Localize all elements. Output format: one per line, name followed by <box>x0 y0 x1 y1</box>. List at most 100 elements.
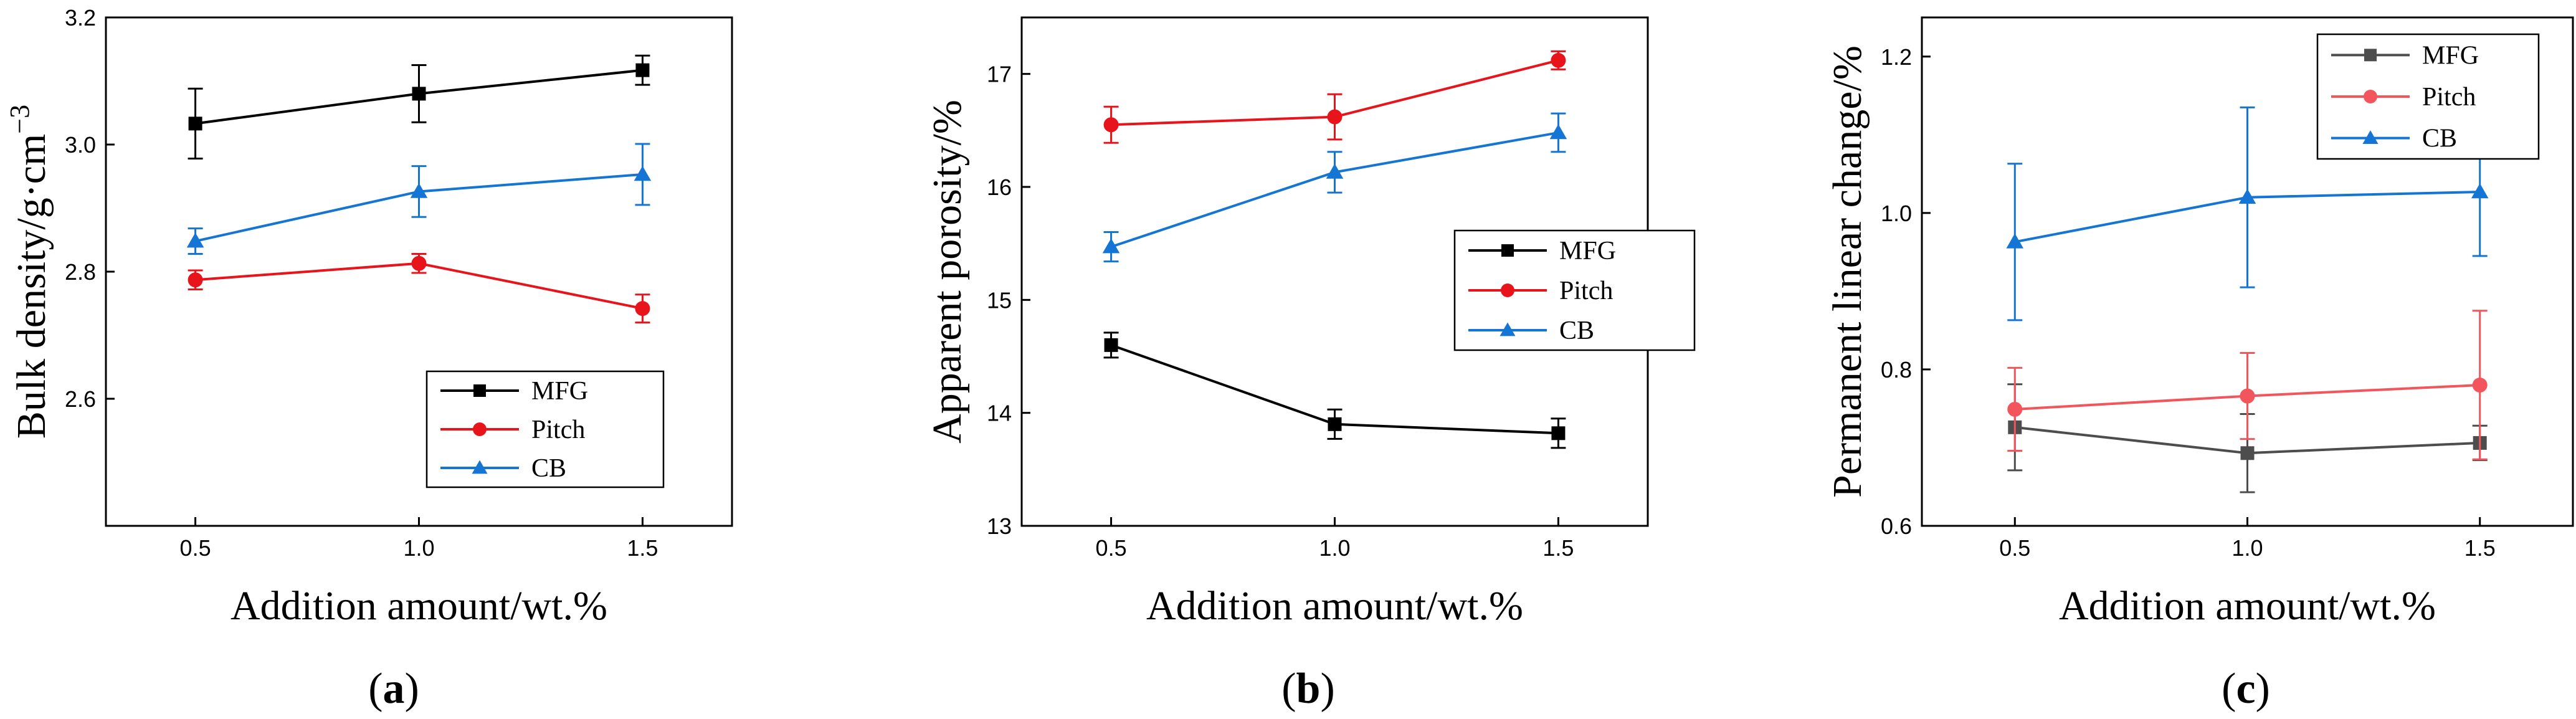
data-point-triangle <box>2238 188 2256 204</box>
x-axis-title: Addition amount/wt.% <box>1146 583 1523 629</box>
y-tick-label: 0.6 <box>1881 513 1912 539</box>
panel-label-letter: b <box>1296 665 1321 713</box>
y-axis-title-text: Apparent porosity/% <box>924 100 970 444</box>
data-point-circle <box>1327 109 1343 125</box>
legend-marker-circle <box>1501 283 1514 297</box>
y-tick-label: 0.8 <box>1881 357 1912 383</box>
data-point-circle <box>188 272 203 288</box>
legend-label: Pitch <box>2422 83 2476 112</box>
y-axis-title: Permanent linear change/% <box>1825 45 1870 498</box>
y-tick-label: 3.0 <box>65 132 96 158</box>
panel-label-letter: a <box>383 665 405 713</box>
y-tick-label: 17 <box>987 62 1012 87</box>
y-axis-title: Bulk density/g·cm−3 <box>4 105 54 439</box>
panel-label-close: ) <box>1320 665 1334 713</box>
legend-marker-circle <box>2364 90 2377 103</box>
data-point-circle <box>2007 401 2023 417</box>
panel-label: (c) <box>2222 665 2270 713</box>
series-pitch <box>188 252 650 324</box>
data-point-triangle <box>1326 163 1344 179</box>
legend-label: CB <box>1559 317 1594 345</box>
legend: MFG Pitch CB <box>425 370 665 488</box>
legend-label: MFG <box>2422 41 2479 70</box>
data-point-triangle <box>1102 238 1120 254</box>
data-point-square <box>412 87 426 101</box>
data-point-circle <box>1551 52 1566 68</box>
data-point-square <box>1104 338 1118 352</box>
y-tick-label: 14 <box>987 401 1012 426</box>
panel-label-close: ) <box>2256 665 2270 713</box>
chart-panel-b: 0.5 1.0 1.5 13 14 15 16 17 Addition amount/wt.% A… <box>924 16 1696 713</box>
panel-label-open: ( <box>368 665 383 713</box>
data-point-square <box>1551 426 1566 440</box>
x-tick-label: 0.5 <box>180 535 211 561</box>
data-point-circle <box>1103 117 1119 133</box>
data-point-square <box>635 63 650 77</box>
legend-marker-triangle <box>2362 130 2379 145</box>
data-point-triangle <box>1549 124 1567 140</box>
panel-label-close: ) <box>405 665 419 713</box>
x-tick-label: 1.5 <box>1542 535 1574 561</box>
y-tick-label: 15 <box>987 287 1012 313</box>
x-tick-label: 1.0 <box>2231 535 2263 561</box>
series-cb <box>186 143 652 255</box>
data-point-square <box>2240 446 2255 460</box>
y-tick-label: 1.2 <box>1881 44 1912 70</box>
chart-panel-c: 0.5 1.0 1.5 0.6 0.8 1.0 1.2 Addition amount/wt.… <box>1825 16 2574 713</box>
y-tick-label: 16 <box>987 174 1012 200</box>
panel-label-letter: c <box>2236 665 2255 713</box>
legend: MFG Pitch CB <box>2316 33 2540 160</box>
legend-label: Pitch <box>531 416 585 444</box>
panel-label: (b) <box>1281 665 1335 713</box>
legend-marker-triangle <box>1499 322 1516 336</box>
data-point-triangle <box>2006 233 2024 249</box>
legend-label: CB <box>2422 125 2457 153</box>
legend-marker-circle <box>473 422 487 436</box>
panel-label: (a) <box>368 665 419 713</box>
legend-marker-square <box>473 384 486 397</box>
legend-label: Pitch <box>1559 277 1613 305</box>
legend-label: CB <box>531 454 566 483</box>
y-tick-label: 3.2 <box>65 5 96 31</box>
series-cb <box>1102 112 1567 263</box>
x-axis-title: Addition amount/wt.% <box>231 583 607 629</box>
legend-label: MFG <box>531 377 588 406</box>
y-axis-title-text: Bulk density/g·cm <box>9 134 54 439</box>
y-axis-title-superscript: −3 <box>4 105 35 134</box>
x-tick-label: 0.5 <box>1096 535 1127 561</box>
y-tick-label: 2.8 <box>65 259 96 285</box>
data-point-triangle <box>410 183 428 198</box>
series-pitch <box>2007 310 2488 460</box>
x-axis-title: Addition amount/wt.% <box>2059 583 2436 629</box>
data-point-triangle <box>186 232 204 248</box>
panel-label-open: ( <box>2222 665 2236 713</box>
chart-panel-a: 0.5 1.0 1.5 2.6 2.8 3.0 3.2 Addition amount/wt.… <box>4 5 733 713</box>
data-point-square <box>188 117 202 131</box>
data-point-circle <box>635 301 650 317</box>
data-point-circle <box>411 255 427 271</box>
data-point-triangle <box>634 166 652 181</box>
legend-marker-square <box>2364 49 2377 62</box>
series-mfg <box>188 54 650 160</box>
x-tick-label: 0.5 <box>1999 535 2030 561</box>
y-tick-label: 13 <box>987 513 1012 539</box>
legend-label: MFG <box>1559 237 1616 265</box>
data-point-square <box>1328 417 1342 431</box>
y-axis-title-text: Permanent linear change/% <box>1825 45 1870 498</box>
x-tick-label: 1.5 <box>2464 535 2496 561</box>
legend-marker-square <box>1501 244 1514 257</box>
y-axis-title: Apparent porosity/% <box>924 100 970 444</box>
series-mfg <box>1103 331 1566 449</box>
x-tick-label: 1.0 <box>403 535 434 561</box>
panel-label-open: ( <box>1281 665 1296 713</box>
data-point-circle <box>2240 388 2255 404</box>
series-pitch <box>1103 50 1566 144</box>
x-tick-label: 1.5 <box>627 535 658 561</box>
legend-marker-triangle <box>472 460 488 474</box>
legend: MFG Pitch CB <box>1453 229 1696 351</box>
x-tick-label: 1.0 <box>1319 535 1350 561</box>
data-point-triangle <box>2471 183 2489 199</box>
y-tick-label: 1.0 <box>1881 201 1912 226</box>
y-tick-label: 2.6 <box>65 386 96 412</box>
